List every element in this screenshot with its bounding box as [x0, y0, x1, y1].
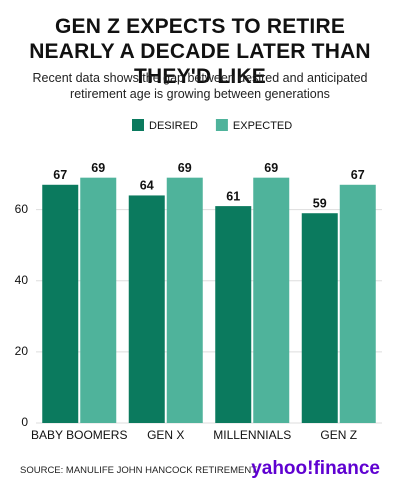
x-tick-label: BABY BOOMERS [31, 428, 127, 442]
y-tick-label: 40 [15, 273, 29, 287]
y-tick-label: 20 [15, 344, 29, 358]
bar [166, 177, 203, 423]
x-tick-label: GEN X [147, 428, 184, 442]
bar [215, 206, 252, 423]
value-label: 67 [53, 168, 67, 182]
bar [80, 177, 117, 423]
value-label: 59 [313, 197, 327, 211]
legend-swatch [215, 119, 228, 131]
value-label: 69 [178, 161, 192, 175]
bar [253, 177, 290, 423]
legend-label: EXPECTED [233, 120, 292, 132]
x-tick-label: GEN Z [320, 428, 357, 442]
value-label: 67 [351, 168, 365, 182]
logo: yahoo!finance [251, 458, 380, 479]
bar [42, 184, 79, 423]
value-label: 61 [226, 189, 240, 203]
legend-label: DESIRED [149, 120, 198, 132]
y-tick-label: 60 [15, 202, 29, 216]
bar [301, 213, 338, 423]
value-label: 64 [140, 179, 154, 193]
source-note: SOURCE: MANULIFE JOHN HANCOCK RETIREMENT [20, 465, 257, 476]
chart-subtitle: Recent data shows the gap between desire… [32, 71, 368, 101]
chart: 0 20 40 60 DESIRED EXPECTED BABY BOOMERS 67 69 GE… [15, 119, 382, 442]
bar [128, 195, 165, 423]
bar [339, 184, 376, 423]
chart-title: GEN Z EXPECTS TO RETIRE NEARLY A DECADE … [29, 15, 371, 88]
y-tick-label: 0 [21, 415, 28, 429]
legend-swatch [132, 119, 144, 131]
value-label: 69 [91, 161, 105, 175]
value-label: 69 [264, 161, 278, 175]
x-tick-label: MILLENNIALS [213, 428, 291, 442]
